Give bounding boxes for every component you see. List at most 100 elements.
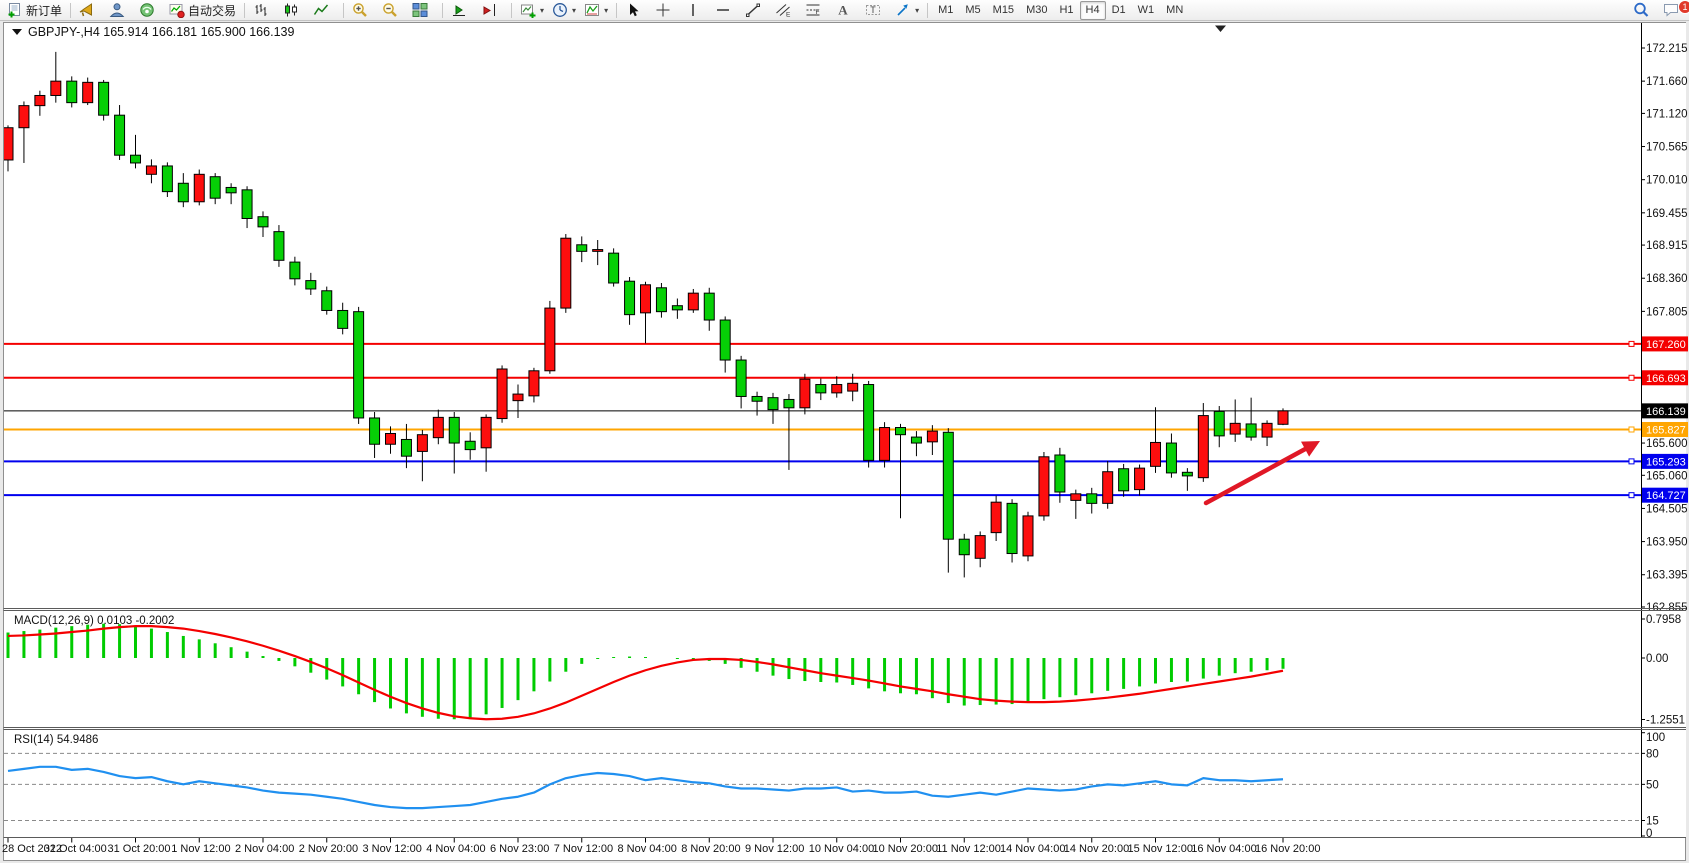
toolbar-separator [343, 2, 345, 18]
rsi-indicator [4, 752, 1641, 822]
newchart-icon [520, 2, 536, 18]
title-collapse-icon[interactable] [12, 29, 22, 35]
macd-pane-label: MACD(12,26,9) 0.0103 -0.2002 [14, 615, 174, 627]
time-tick-label: 14 Nov 04:00 [1000, 843, 1065, 855]
time-axis[interactable] [4, 839, 1641, 859]
periods-button[interactable]: ▾ [548, 0, 580, 21]
price-tick-label: 171.120 [1646, 108, 1688, 120]
price-tick-label: 165.600 [1646, 438, 1688, 450]
main-toolbar: 新订单 自动交易 ▾ ▾ ▾ E F A T ▾ M1 M5 M15 M30 H1 H4 D1 W1 MN 1 [0, 0, 1689, 21]
timeframe-button-w1[interactable]: W1 [1137, 4, 1155, 16]
autotrading-button-label: 自动交易 [188, 3, 237, 18]
autotrading-button[interactable]: 自动交易 [165, 0, 240, 21]
timeframe-button-m1[interactable]: M1 [938, 4, 954, 16]
trendline-tool-button[interactable] [741, 0, 771, 21]
price-line-tag-text: 167.260 [1646, 339, 1686, 351]
rsi-line [7, 765, 1284, 810]
line-handle[interactable] [1628, 426, 1635, 433]
profile-button[interactable] [105, 0, 135, 21]
chart-title: GBPJPY-,H4 165.914 166.181 165.900 166.1… [28, 25, 294, 39]
cursor-icon [625, 2, 641, 18]
labelT-icon: T [865, 2, 881, 18]
time-tick-label: 7 Nov 12:00 [554, 843, 613, 855]
time-tick-label: 14 Nov 20:00 [1064, 843, 1129, 855]
shapes-icon [895, 2, 911, 18]
fibo-icon: F [805, 2, 821, 18]
channel-tool-button[interactable]: E [771, 0, 801, 21]
linechart-icon [313, 2, 329, 18]
tile-windows-button[interactable] [408, 0, 438, 21]
vline-icon [685, 2, 701, 18]
chart-shift-marker[interactable] [1215, 25, 1226, 33]
time-tick-label: 2 Nov 20:00 [299, 843, 358, 855]
rsi-scale-label: 15 [1646, 816, 1659, 828]
time-tick-label: 10 Nov 04:00 [809, 843, 874, 855]
bar-chart-mode-button[interactable] [249, 0, 279, 21]
chart-shift-button[interactable] [477, 0, 507, 21]
timeframe-button-mn[interactable]: MN [1166, 4, 1184, 16]
timeframe-button-h4[interactable]: H4 [1079, 0, 1106, 20]
line-chart-mode-button[interactable] [309, 0, 339, 21]
zoom-in-button[interactable] [348, 0, 378, 21]
dropdown-caret-icon: ▾ [540, 5, 545, 15]
line-handle[interactable] [1628, 374, 1635, 381]
chart-plot-area[interactable] [4, 23, 1641, 608]
timeframe-button-m5[interactable]: M5 [965, 4, 981, 16]
price-tick-label: 164.505 [1646, 503, 1688, 515]
price-tick-label: 168.915 [1646, 240, 1688, 252]
time-tick-label: 16 Nov 20:00 [1255, 843, 1320, 855]
shift-icon [481, 2, 497, 18]
price-tick-label: 163.395 [1646, 570, 1688, 582]
candles-icon [283, 2, 299, 18]
candle-chart-mode-button[interactable] [279, 0, 309, 21]
price-line-tag-166.139 [1642, 403, 1688, 419]
shapes-tool-button[interactable]: ▾ [891, 0, 923, 21]
dropdown-caret-icon: ▾ [915, 5, 920, 15]
toolbar-separator [442, 2, 444, 18]
chat-icon [1663, 2, 1679, 18]
indicators-button[interactable]: ▾ [580, 0, 612, 21]
alerts-button[interactable] [75, 0, 105, 21]
vertical-line-tool-button[interactable] [681, 0, 711, 21]
new-chart-button[interactable]: ▾ [516, 0, 548, 21]
chat-button[interactable]: 1 [1659, 0, 1689, 21]
price-line-tag-text: 166.139 [1646, 406, 1686, 418]
search-button[interactable] [1629, 0, 1659, 21]
line-handle[interactable] [1628, 340, 1635, 347]
dropdown-caret-icon: ▾ [604, 5, 609, 15]
svg-text:F: F [816, 9, 820, 16]
price-tick-label: 169.455 [1646, 208, 1688, 220]
text-tool-button[interactable]: A [831, 0, 861, 21]
auto-scroll-button[interactable] [447, 0, 477, 21]
indicators-icon [584, 2, 600, 18]
timeframe-button-m15[interactable]: M15 [992, 4, 1015, 16]
timeframe-button-d1[interactable]: D1 [1111, 4, 1126, 16]
timeframe-button-h1[interactable]: H1 [1059, 4, 1074, 16]
horizontal-line-tool-button[interactable] [711, 0, 741, 21]
dropdown-caret-icon: ▾ [572, 5, 577, 15]
new-order-button[interactable]: 新订单 [3, 0, 66, 21]
price-tick-label: 172.215 [1646, 43, 1688, 55]
candlestick-series [4, 51, 1320, 578]
new-order-icon [7, 2, 23, 18]
price-tick-label: 162.855 [1646, 602, 1688, 614]
line-handle[interactable] [1628, 492, 1635, 499]
fibonacci-tool-button[interactable]: F [801, 0, 831, 21]
autoscroll-icon [451, 2, 467, 18]
zoom-out-button[interactable] [378, 0, 408, 21]
time-tick-label: 31 Oct 04:00 [44, 843, 107, 855]
timeframe-button-m30[interactable]: M30 [1026, 4, 1048, 16]
notification-badge: 1 [1678, 0, 1689, 14]
signals-button[interactable] [135, 0, 165, 21]
svg-text:A: A [838, 3, 848, 18]
rsi-scale-label: 0 [1646, 828, 1652, 840]
trend-arrow-annotation[interactable] [1203, 441, 1320, 506]
label-tool-button[interactable]: T [861, 0, 891, 21]
price-tick-label: 168.360 [1646, 273, 1688, 285]
cursor-tool-button[interactable] [621, 0, 651, 21]
line-handle[interactable] [1628, 458, 1635, 465]
crosshair-tool-button[interactable] [651, 0, 681, 21]
price-tick-label: 171.660 [1646, 76, 1688, 88]
